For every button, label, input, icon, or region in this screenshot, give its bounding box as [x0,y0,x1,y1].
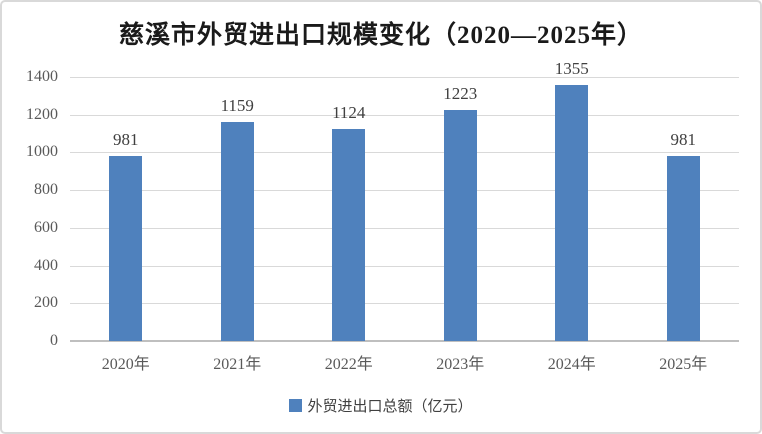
x-axis-line [70,340,739,342]
y-axis-tick-label: 1400 [26,68,58,85]
bar-value-label: 1355 [554,59,589,79]
gridline [70,265,739,267]
bar-2021年 [220,122,254,341]
bar-value-label: 1124 [332,103,366,123]
gridline [70,190,739,192]
y-axis-tick-label: 1000 [26,143,58,161]
bar-value-label: 981 [113,130,139,149]
bar-2020年 [109,156,143,341]
x-axis-category-label: 2024年 [547,356,596,373]
gridline [70,303,739,305]
legend: 外贸进出口总额（亿元） [2,395,760,416]
x-axis-category-label: 2025年 [659,356,708,373]
chart-title: 慈溪市外贸进出口规模变化（2020—2025年） [118,22,643,49]
gridline [70,227,739,229]
y-axis-tick-label: 0 [50,332,58,349]
bar-2024年 [555,85,589,341]
gridline [70,77,739,78]
y-axis-tick-label: 400 [34,256,58,274]
x-axis-category-label: 2021年 [213,356,262,373]
gridline [70,114,739,116]
bar-2022年 [332,129,366,341]
x-axis-category-label: 2023年 [436,356,485,373]
bar-2023年 [443,110,477,341]
bar-value-label: 981 [670,130,697,149]
bar-value-label: 1159 [220,96,254,116]
x-axis-category-label: 2022年 [324,356,373,373]
y-axis-tick-label: 800 [34,181,58,199]
bar-2025年 [666,156,700,341]
bar-value-label: 1223 [443,84,478,104]
y-axis-tick-label: 1200 [26,105,58,123]
gridline [70,152,739,154]
legend-square-icon [289,399,303,412]
y-axis-tick-label: 600 [34,218,58,236]
x-axis-category-label: 2020年 [101,356,150,373]
y-axis-tick-label: 200 [34,294,58,312]
legend-label: 外贸进出口总额（亿元） [307,399,473,415]
